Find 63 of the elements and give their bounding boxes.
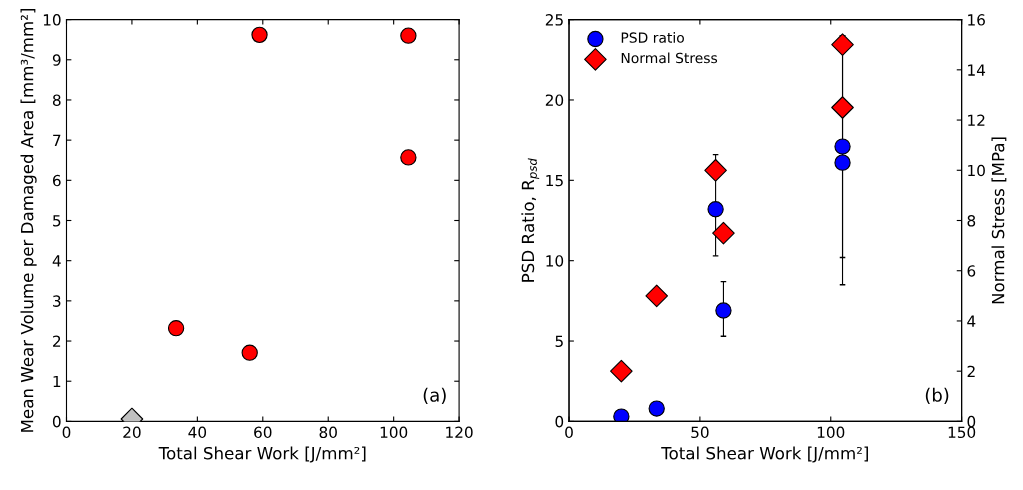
x-tick-label: 100	[817, 426, 845, 439]
x-tick-label: 60	[254, 426, 272, 439]
point	[648, 400, 665, 417]
y-tick-label: 0	[52, 415, 61, 428]
legend-label: PSD ratio	[621, 32, 684, 43]
point	[831, 96, 854, 119]
y-tick-label: 15	[546, 174, 563, 187]
y-tick-label: 10	[43, 14, 61, 26]
y-tick-label: 3	[53, 295, 61, 307]
annotation: (a)	[423, 387, 446, 404]
point	[610, 359, 633, 383]
x-tick-label: 0	[565, 426, 573, 439]
point	[167, 320, 185, 337]
point	[400, 149, 417, 166]
point	[241, 344, 258, 361]
point	[707, 201, 724, 218]
y-axis-title: Mean Wear Volume per Damaged Area [mm³/mm²]	[20, 9, 37, 432]
x-tick-label: 50	[691, 426, 709, 439]
point	[834, 138, 851, 155]
y2-tick-label: 4	[967, 315, 976, 327]
point	[645, 284, 669, 308]
y2-tick-label: 8	[967, 214, 976, 227]
point	[715, 302, 732, 319]
legend-label: Normal Stress	[621, 52, 718, 64]
x-tick-label: 120	[446, 426, 473, 439]
point	[704, 158, 727, 182]
y-tick-label: 0	[555, 415, 564, 428]
x-axis-title: Total Shear Work [J/mm²]	[158, 446, 366, 463]
annotation: (b)	[925, 387, 949, 404]
y-tick-label: 6	[52, 174, 61, 187]
point	[400, 27, 417, 44]
y2-tick-label: 2	[967, 365, 975, 377]
y2-axis-title: Normal Stress [MPa]	[991, 137, 1007, 304]
x-axis-title: Total Shear Work [J/mm²]	[661, 446, 868, 463]
x-tick-label: 40	[188, 426, 207, 439]
y-axis-title: PSD Ratio, R$_{psd}$	[521, 158, 540, 282]
x-tick-label: 0	[62, 426, 71, 439]
y-tick-label: 2	[53, 335, 61, 347]
point	[712, 221, 735, 245]
y-tick-label: 5	[53, 215, 61, 227]
x-tick-label: 80	[319, 426, 337, 439]
point	[834, 154, 851, 171]
point	[831, 33, 854, 57]
y-tick-label: 7	[53, 134, 61, 146]
y-tick-label: 10	[546, 255, 564, 267]
x-tick-label: 20	[123, 426, 141, 439]
y-tick-label: 5	[555, 335, 563, 348]
point	[613, 408, 630, 422]
y2-tick-label: 16	[968, 14, 985, 26]
point	[251, 26, 268, 44]
y-tick-label: 25	[545, 14, 563, 26]
y2-tick-label: 0	[967, 415, 976, 428]
y-tick-label: 20	[545, 94, 564, 106]
y-tick-label: 4	[52, 255, 61, 267]
y2-tick-label: 14	[968, 64, 986, 76]
y2-tick-label: 6	[967, 265, 976, 277]
y-tick-label: 9	[52, 54, 61, 66]
y-tick-label: 1	[53, 375, 61, 388]
x-tick-label: 100	[380, 426, 408, 439]
y2-tick-label: 12	[968, 114, 985, 126]
x-tick-label: 150	[948, 426, 976, 439]
y2-tick-label: 10	[968, 164, 985, 177]
y-tick-label: 8	[52, 94, 61, 106]
